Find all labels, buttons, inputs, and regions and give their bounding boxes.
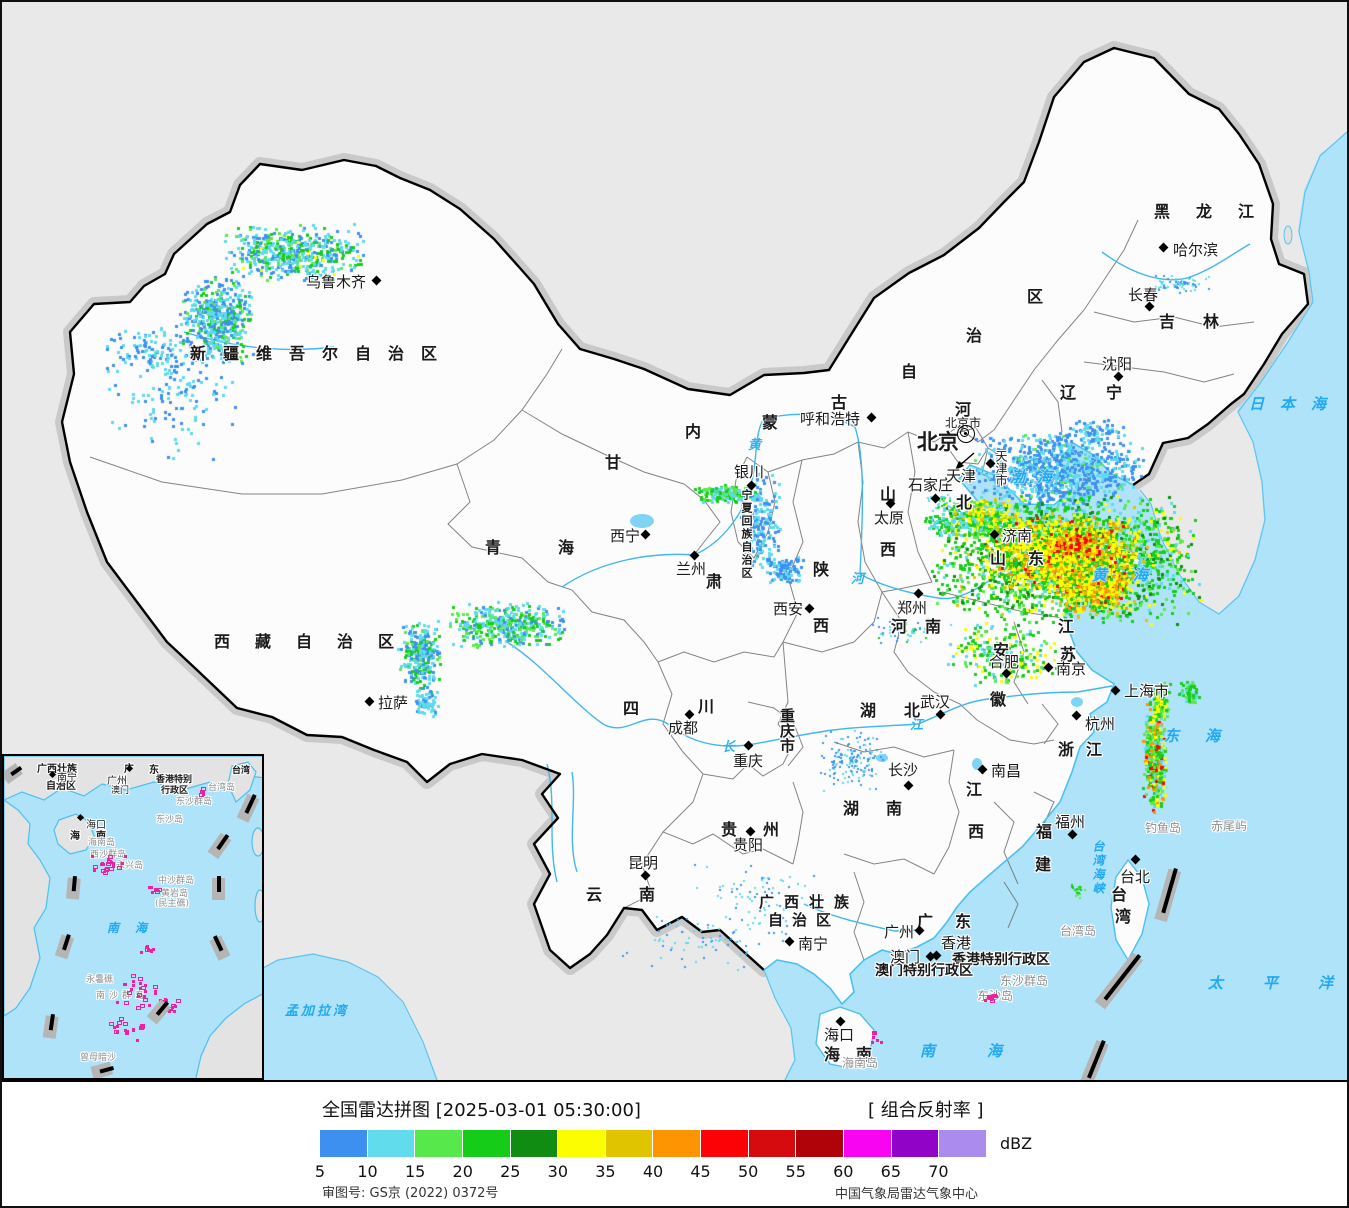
dbz-tick-70: 70 (928, 1162, 949, 1181)
dbz-tick-55: 55 (785, 1162, 806, 1181)
dbz-tick-45: 45 (690, 1162, 711, 1181)
product-label: [ 组合反射率 ] (868, 1100, 984, 1121)
dbz-tick-40: 40 (642, 1162, 664, 1181)
inset-borneo (195, 993, 262, 1078)
china-radar-map: 广西壮族 自治区 南宁广东广州 香港特别 行政区 澳门 台湾 台湾岛 东沙群岛 东沙岛 海口海南海南… (2, 2, 1347, 1082)
dbz-tick-65: 65 (880, 1162, 902, 1181)
colorbar-cell-10 (367, 1130, 415, 1157)
colorbar-cell-65 (891, 1130, 939, 1157)
map-title: 全国雷达拼图 [2025-03-01 05:30:00] (322, 1100, 641, 1121)
dbz-tick-35: 35 (595, 1162, 616, 1181)
south-china-sea-inset: 广西壮族 自治区 南宁广东广州 香港特别 行政区 澳门 台湾 台湾岛 东沙群岛 东沙岛 海口海南海南… (2, 754, 264, 1080)
colorbar-cell-30 (558, 1130, 605, 1157)
credit-label: 中国气象局雷达气象中心 (835, 1187, 979, 1202)
colorbar-cell-70 (939, 1130, 986, 1157)
dbz-colorbar (320, 1130, 986, 1157)
inset-basemap-svg (4, 756, 262, 1078)
colorbar-cell-50 (748, 1130, 796, 1157)
dbz-tick-25: 25 (500, 1162, 521, 1181)
dbz-tick-60: 60 (833, 1162, 854, 1181)
dbz-tick-5: 5 (314, 1162, 326, 1181)
colorbar-cell-45 (701, 1130, 748, 1157)
colorbar-cell-5 (320, 1130, 367, 1157)
map-license: 审图号: GS京 (2022) 0372号 (322, 1186, 499, 1201)
dbz-tick-30: 30 (547, 1162, 569, 1181)
colorbar-cell-35 (605, 1130, 653, 1157)
colorbar-cell-20 (462, 1130, 510, 1157)
colorbar-cell-15 (415, 1130, 462, 1157)
colorbar-cell-40 (653, 1130, 701, 1157)
dbz-tick-50: 50 (737, 1162, 759, 1181)
dbz-tick-10: 10 (357, 1162, 378, 1181)
colorbar-cell-60 (844, 1130, 891, 1157)
inset-philippines (254, 889, 262, 923)
inset-taiwan (227, 761, 257, 803)
colorbar-cell-55 (796, 1130, 844, 1157)
inset-south-china-coast (4, 756, 262, 801)
legend-area: 全国雷达拼图 [2025-03-01 05:30:00] [ 组合反射率 ] 5… (2, 1082, 1347, 1206)
colorbar-cell-25 (510, 1130, 558, 1157)
inset-luzon (251, 827, 262, 857)
dbz-tick-20: 20 (452, 1162, 473, 1181)
inset-indochina (4, 799, 51, 1017)
dbz-tick-15: 15 (404, 1162, 426, 1181)
dbz-unit: dBZ (1000, 1134, 1033, 1153)
